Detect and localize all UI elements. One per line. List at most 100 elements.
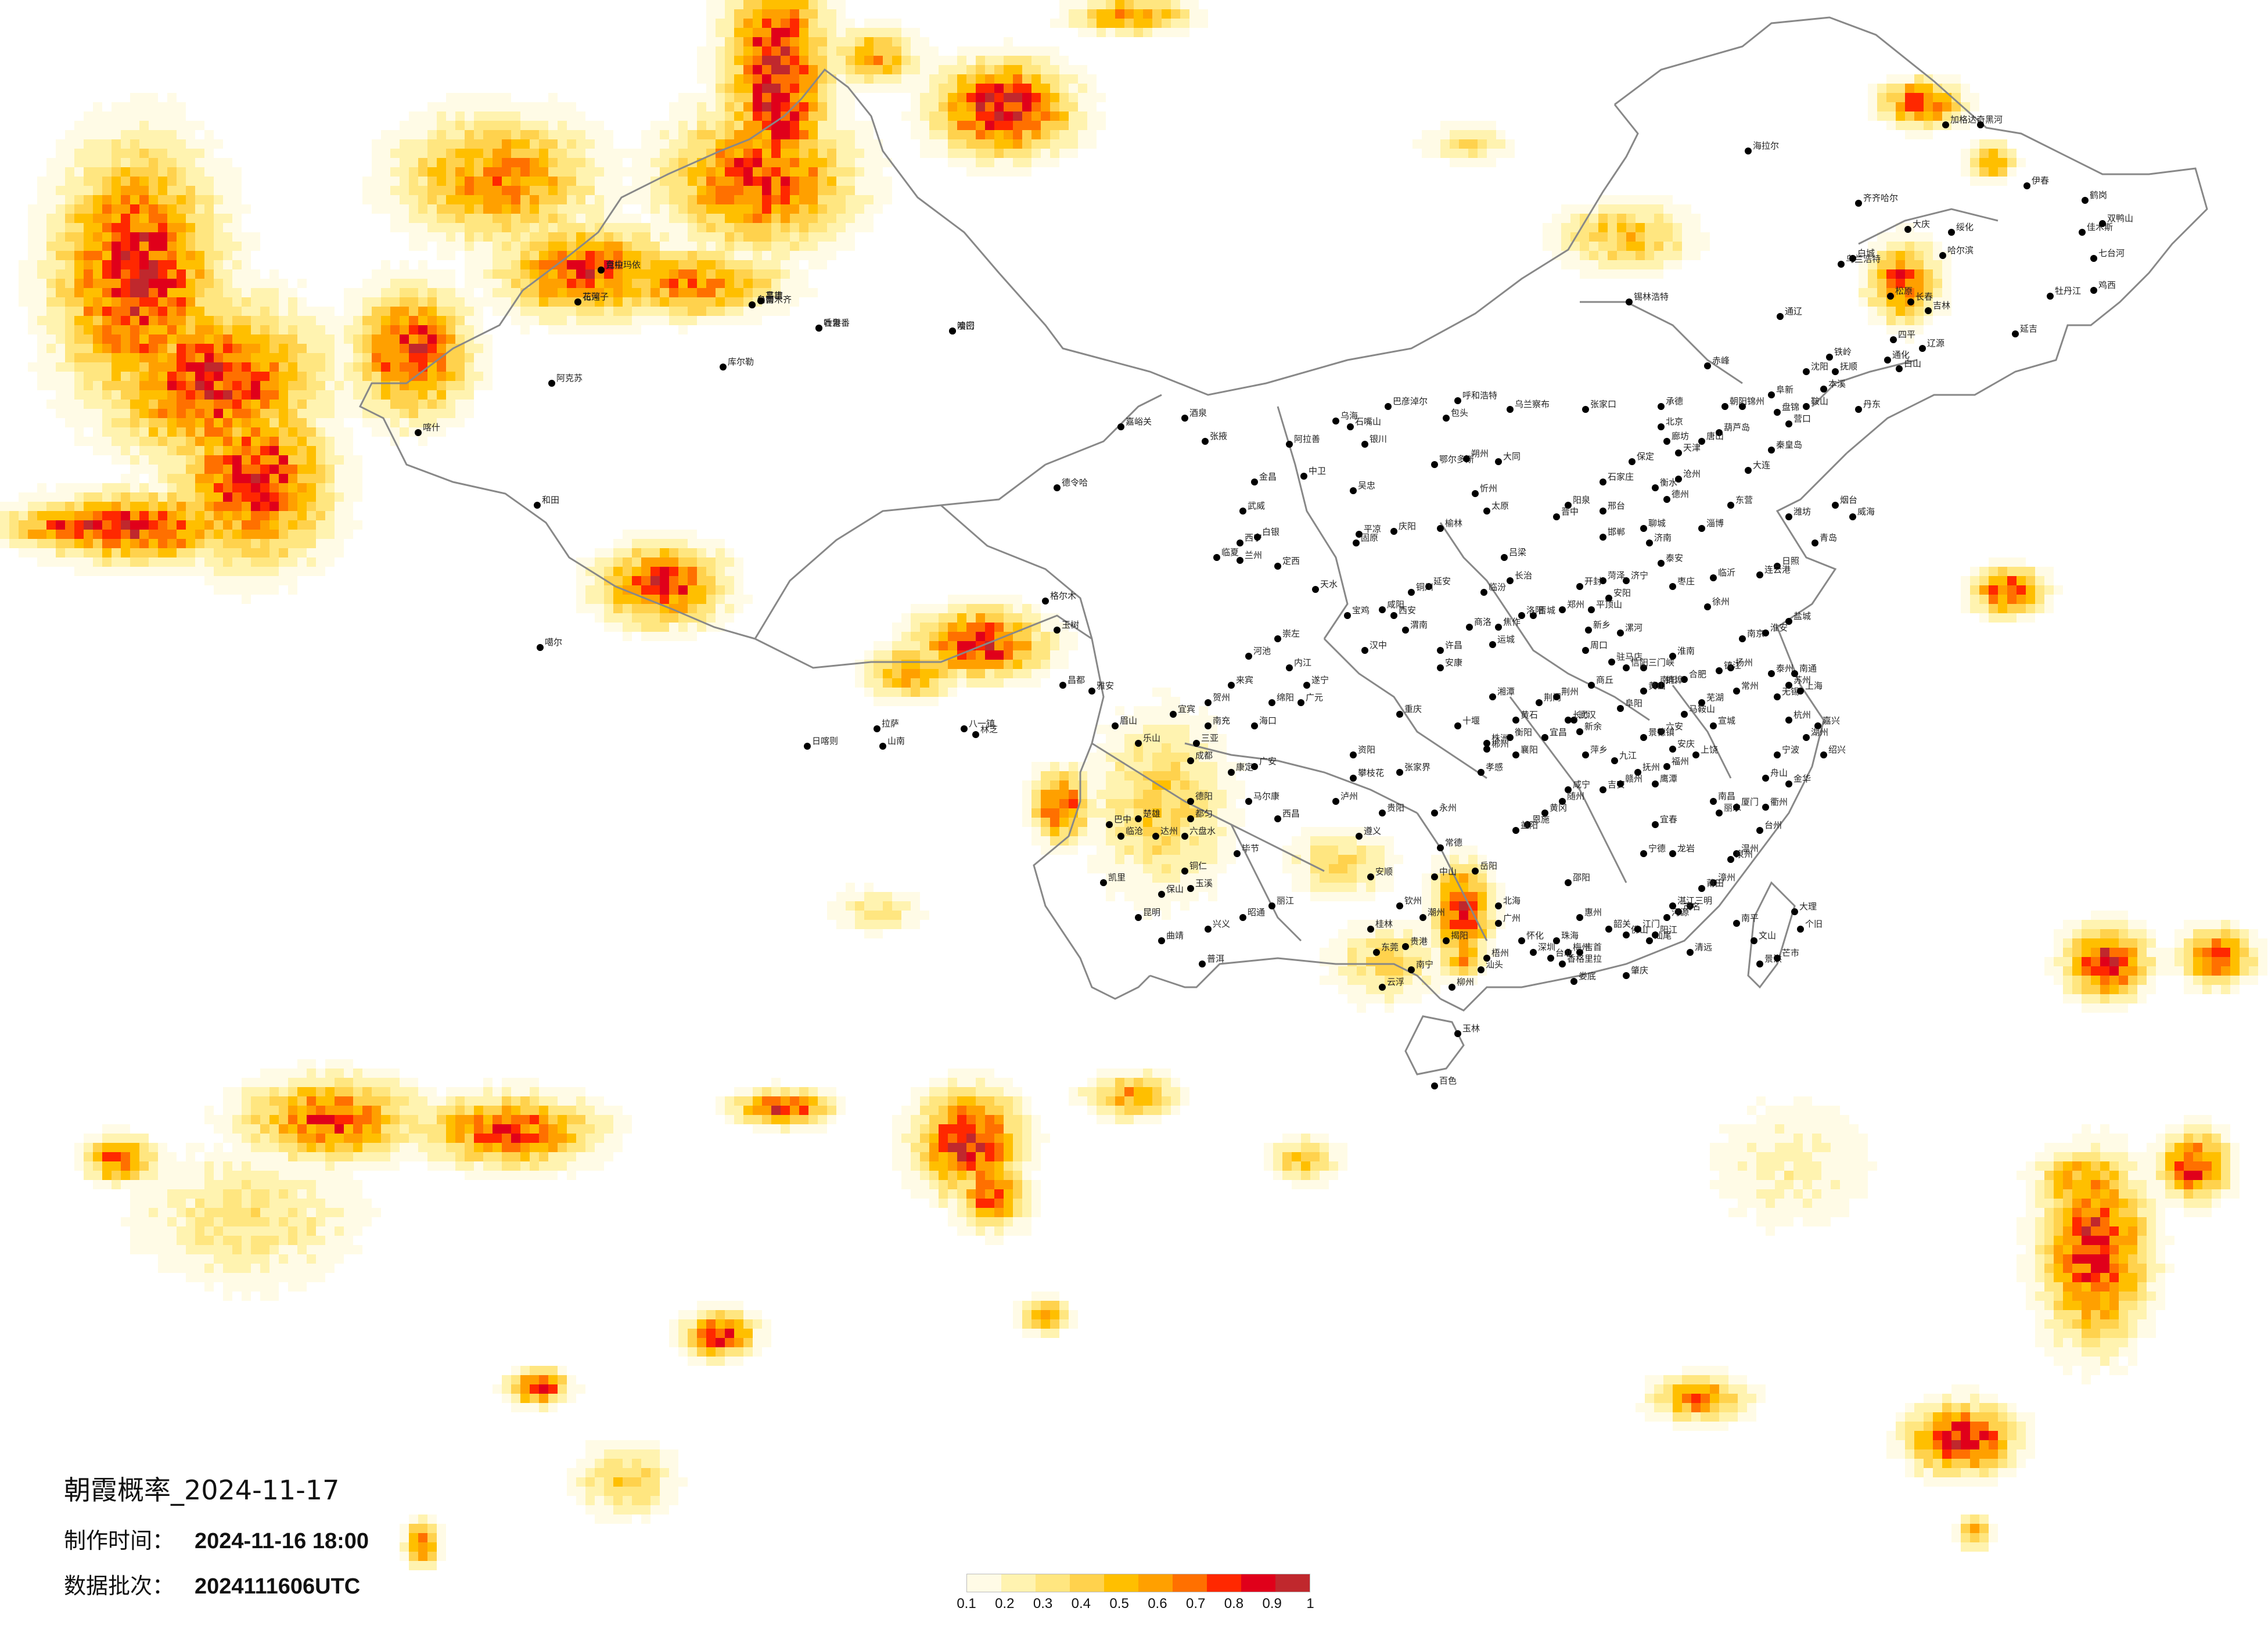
probability-cell (2137, 966, 2147, 976)
probability-cell (1626, 214, 1636, 223)
probability-cell (84, 372, 93, 381)
probability-cell (1022, 660, 1031, 669)
probability-cell (223, 381, 232, 390)
probability-cell (1905, 334, 1914, 344)
probability-cell (1143, 873, 1152, 883)
probability-cell (288, 418, 297, 427)
probability-cell (548, 223, 558, 232)
probability-cell (1050, 111, 1059, 121)
probability-cell (344, 492, 353, 502)
probability-cell (818, 195, 827, 204)
probability-cell (93, 223, 102, 232)
probability-cell (1069, 130, 1078, 139)
probability-cell (883, 892, 892, 901)
probability-cell (1152, 883, 1162, 892)
probability-cell (650, 232, 660, 242)
probability-cell (920, 121, 929, 130)
probability-cell (706, 65, 716, 74)
probability-cell (232, 455, 242, 465)
probability-cell (669, 232, 678, 242)
probability-cell (650, 214, 660, 223)
probability-cell (1868, 93, 1877, 102)
probability-cell (1385, 836, 1394, 846)
probability-cell (901, 84, 911, 93)
probability-cell (520, 325, 530, 334)
probability-cell (325, 362, 335, 372)
probability-cell (381, 344, 390, 353)
probability-cell (957, 669, 966, 678)
probability-cell (1979, 177, 1989, 186)
probability-cell (204, 279, 214, 288)
probability-cell (84, 353, 93, 362)
probability-cell (567, 297, 576, 307)
probability-cell (650, 251, 660, 260)
probability-cell (242, 353, 251, 362)
probability-cell (585, 297, 595, 307)
probability-cell (771, 130, 781, 139)
probability-cell (139, 325, 149, 334)
probability-cell (976, 167, 985, 177)
probability-cell (427, 195, 437, 204)
probability-cell (994, 613, 1004, 623)
probability-cell (818, 223, 827, 232)
probability-cell (204, 381, 214, 390)
probability-cell (864, 84, 874, 93)
probability-cell (158, 251, 167, 260)
probability-cell (1143, 19, 1152, 28)
probability-cell (483, 381, 493, 390)
probability-cell (437, 214, 446, 223)
probability-cell (177, 567, 186, 576)
probability-cell (725, 93, 734, 102)
probability-cell (985, 158, 994, 167)
probability-cell (158, 130, 167, 139)
probability-cell (1078, 0, 1087, 9)
probability-cell (771, 195, 781, 204)
probability-cell (1933, 260, 1942, 269)
probability-cell (1050, 46, 1059, 56)
probability-cell (939, 56, 948, 65)
probability-cell (2054, 976, 2063, 985)
probability-cell (799, 288, 808, 297)
probability-cell (1031, 102, 1041, 111)
probability-cell (762, 195, 771, 204)
probability-cell (1440, 883, 1450, 892)
probability-cell (195, 455, 204, 465)
probability-cell (177, 279, 186, 288)
probability-cell (957, 84, 966, 93)
probability-cell (1087, 799, 1097, 808)
probability-cell (372, 186, 381, 195)
probability-cell (2063, 976, 2072, 985)
probability-cell (121, 269, 130, 279)
probability-cell (260, 381, 269, 390)
probability-cell (1199, 771, 1208, 780)
probability-cell (1914, 130, 1924, 139)
probability-cell (214, 139, 223, 149)
probability-cell (2174, 938, 2184, 948)
probability-cell (474, 195, 483, 204)
probability-cell (1431, 139, 1440, 149)
probability-cell (641, 223, 650, 232)
probability-cell (46, 548, 56, 557)
probability-cell (632, 557, 641, 567)
probability-cell (530, 297, 539, 307)
probability-cell (660, 567, 669, 576)
probability-cell (493, 111, 502, 121)
probability-cell (344, 316, 353, 325)
probability-cell (2007, 613, 2017, 623)
probability-cell (437, 149, 446, 158)
probability-cell (1189, 892, 1199, 901)
probability-cell (279, 465, 288, 474)
probability-cell (1106, 799, 1115, 808)
probability-cell (372, 139, 381, 149)
probability-cell (567, 242, 576, 251)
probability-cell (149, 530, 158, 539)
probability-cell (483, 334, 493, 344)
probability-cell (307, 557, 316, 567)
probability-cell (130, 446, 139, 455)
probability-cell (455, 325, 465, 334)
probability-cell (1394, 957, 1403, 966)
probability-cell (688, 539, 697, 548)
probability-cell (929, 613, 939, 623)
probability-cell (19, 539, 28, 548)
probability-cell (948, 678, 957, 688)
